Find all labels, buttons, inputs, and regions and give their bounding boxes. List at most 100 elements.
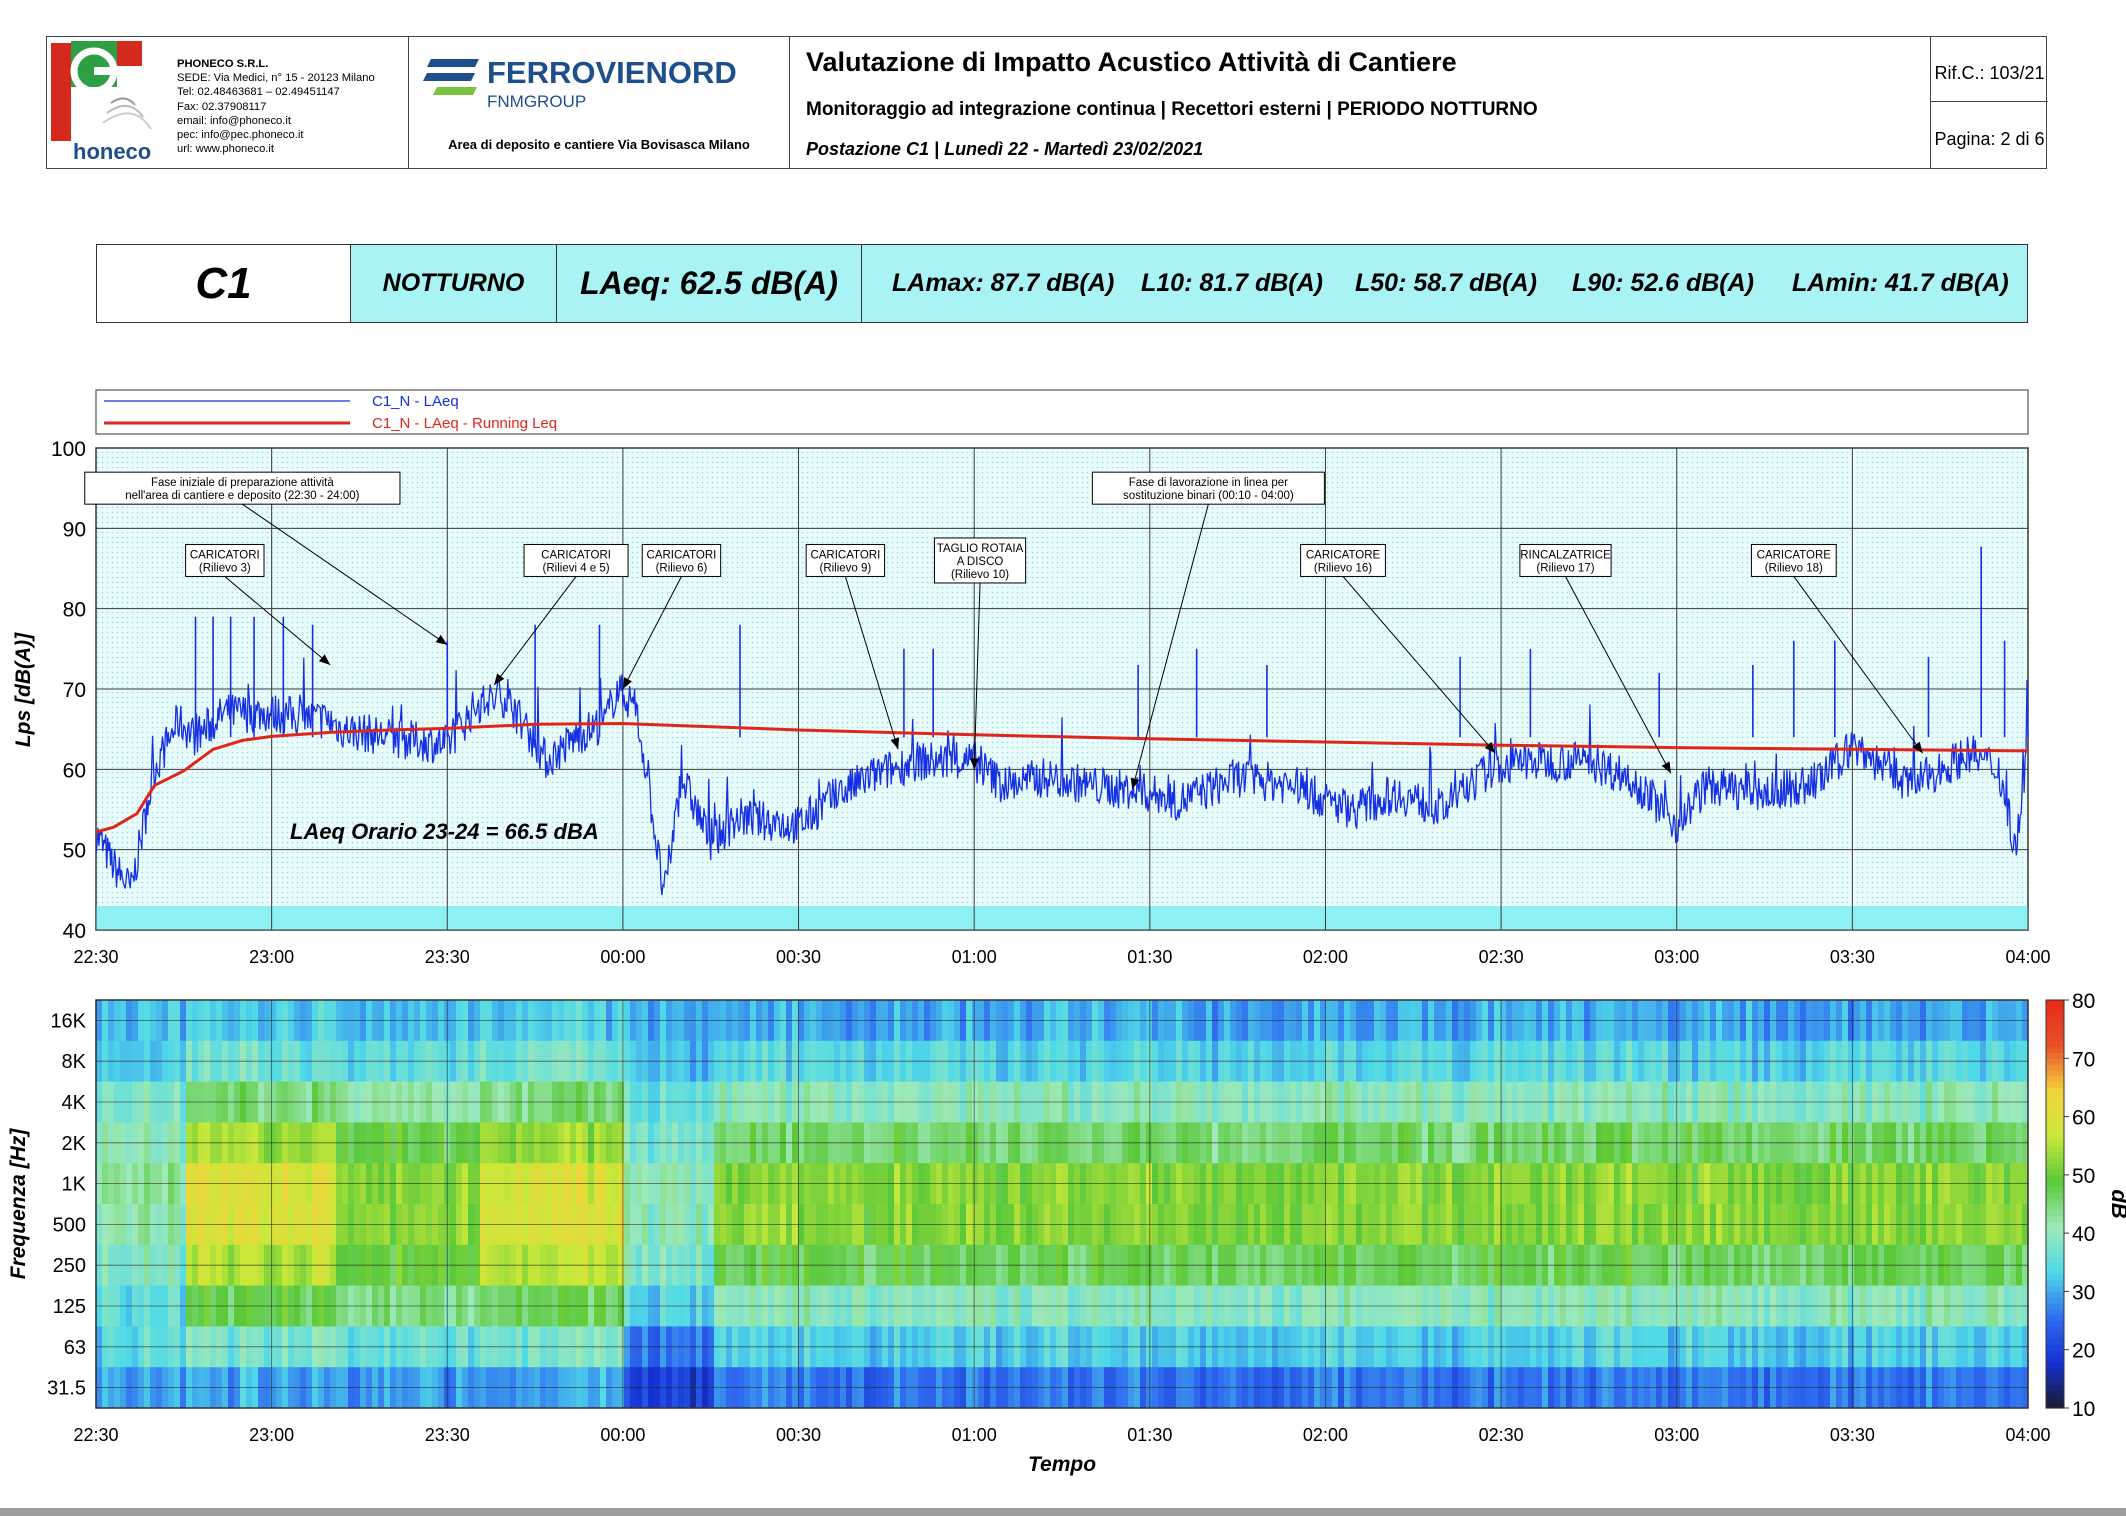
y-tick-label: 80 bbox=[63, 599, 86, 622]
colorbar-segment bbox=[2046, 1373, 2064, 1380]
colorbar-segment bbox=[2046, 1064, 2064, 1071]
summary-lamin: LAmin: 41.7 dB(A) bbox=[1792, 269, 2009, 297]
colorbar-segment bbox=[2046, 1000, 2064, 1007]
colorbar-segment bbox=[2046, 1402, 2064, 1409]
colorbar-segment bbox=[2046, 1017, 2064, 1024]
colorbar-segment bbox=[2046, 1273, 2064, 1281]
colorbar-segment bbox=[2046, 1320, 2064, 1327]
annotation-text: CARICATORI bbox=[810, 549, 880, 561]
frequency-tick-label: 16K bbox=[50, 1010, 86, 1032]
colorbar-segment bbox=[2046, 1029, 2064, 1036]
report-title: Valutazione di Impatto Acustico Attività… bbox=[806, 47, 1457, 77]
ref-divider bbox=[1931, 101, 2048, 102]
y-tick-labels: 40 50 60 70 80 90 100 bbox=[51, 438, 86, 943]
annotation-arrowhead bbox=[970, 758, 980, 770]
colorbar-segment bbox=[2046, 1291, 2064, 1298]
laeq-trace bbox=[95, 657, 2029, 896]
colorbar-segment bbox=[2046, 1128, 2064, 1135]
colorbar-segment bbox=[2046, 1139, 2064, 1147]
x-tick-label: 00:30 bbox=[776, 947, 821, 967]
colorbar-segment bbox=[2046, 1361, 2064, 1368]
spectrogram-chart: 16K 8K 4K 2K 1K 500 250 125 63 31.5 22:30 23:00 23:… bbox=[7, 990, 2126, 1476]
annotation-box bbox=[641, 543, 722, 577]
annotation-arrowhead bbox=[494, 673, 505, 685]
lower-band bbox=[96, 906, 2028, 930]
laeq-line-chart: 40 50 60 70 80 90 100 22:30 23:00 23:30 00:00 00:3… bbox=[12, 438, 2051, 967]
annotation-box bbox=[185, 543, 265, 577]
frequency-axis-label: Frequenza [Hz] bbox=[7, 1128, 30, 1280]
annotation-leader bbox=[844, 576, 899, 750]
chart-legend: C1_N - LAeq C1_N - LAeq - Running Leq bbox=[95, 389, 2029, 435]
annotation-text: CARICATORI bbox=[190, 549, 260, 561]
company-fax: Fax: 02.37908117 bbox=[177, 100, 267, 113]
colorbar-segment bbox=[2046, 1308, 2064, 1316]
series-laeq bbox=[95, 657, 2029, 896]
colorbar-tick-label: 20 bbox=[2072, 1340, 2095, 1363]
colorbar-segment bbox=[2046, 1174, 2064, 1182]
colorbar-segment bbox=[2046, 1011, 2064, 1019]
summary-table: C1 NOTTURNO LAeq: 62.5 dB(A) LAmax: 87.7… bbox=[96, 244, 2028, 323]
colorbar-segment bbox=[2046, 1075, 2064, 1083]
x-tick-label: 23:30 bbox=[425, 947, 470, 967]
colorbar-segment bbox=[2046, 1250, 2064, 1258]
client-cell: FERROVIENORD FNMGROUP Area di deposito e… bbox=[409, 37, 790, 168]
reference-number: Rif.C.: 103/21 bbox=[1934, 63, 2045, 83]
colorbar-segment bbox=[2046, 1332, 2064, 1339]
time-tick-label: 01:00 bbox=[952, 1425, 997, 1445]
colorbar-segment bbox=[2046, 1093, 2064, 1100]
frequency-tick-label: 31.5 bbox=[47, 1378, 86, 1400]
annotation: CARICATORI(Rilievo 3) bbox=[185, 543, 331, 666]
annotation-leader bbox=[973, 582, 981, 770]
colorbar-segment bbox=[2046, 1279, 2064, 1287]
annotation: CARICATORE(Rilievo 18) bbox=[1750, 543, 1924, 754]
colorbar-segment bbox=[2046, 1034, 2064, 1042]
summary-lamax: LAmax: 87.7 dB(A) bbox=[892, 269, 1115, 297]
summary-l50: L50: 58.7 dB(A) bbox=[1355, 269, 1537, 297]
time-tick-label: 02:30 bbox=[1479, 1425, 1524, 1445]
spectrogram-grid bbox=[95, 1000, 2029, 1408]
frequency-tick-label: 2K bbox=[62, 1133, 87, 1155]
colorbar-segment bbox=[2046, 1338, 2064, 1345]
colorbar-segment bbox=[2046, 1151, 2064, 1158]
annotation: Fase iniziale di preparazione attivitàne… bbox=[84, 471, 448, 646]
annotation-leader bbox=[493, 576, 577, 686]
colorbar-segment bbox=[2046, 1256, 2064, 1263]
time-tick-label: 03:00 bbox=[1654, 1425, 1699, 1445]
colorbar-segment bbox=[2046, 1116, 2064, 1123]
annotation: Fase di lavorazione in linea persostituz… bbox=[1091, 471, 1325, 790]
ferrovienord-logo: FERROVIENORD FNMGROUP bbox=[423, 55, 737, 111]
annotation-arrowhead bbox=[1130, 777, 1140, 790]
colorbar-segment bbox=[2046, 1244, 2064, 1252]
annotation-arrowhead bbox=[622, 677, 632, 689]
annotation-leader bbox=[1793, 576, 1924, 754]
colorbar-segment bbox=[2046, 1186, 2064, 1193]
annotation-text: (Rilievi 4 e 5) bbox=[543, 562, 610, 574]
x-tick-label: 01:30 bbox=[1127, 947, 1172, 967]
company-cell: honeco PHONECO S.R.L. SEDE: Via Medici, … bbox=[47, 37, 409, 168]
colorbar-segment bbox=[2046, 1157, 2064, 1164]
frequency-tick-label: 63 bbox=[64, 1337, 86, 1359]
time-tick-label: 00:00 bbox=[600, 1425, 645, 1445]
legend-label-laeq: C1_N - LAeq bbox=[372, 393, 459, 410]
time-tick-label: 00:30 bbox=[776, 1425, 821, 1445]
colorbar-segment bbox=[2046, 1145, 2064, 1153]
annotation-text: CARICATORI bbox=[541, 549, 611, 561]
colorbar-tick-label: 40 bbox=[2072, 1223, 2095, 1246]
annotation-leader bbox=[224, 576, 331, 666]
colorbar-tick-label: 30 bbox=[2072, 1281, 2095, 1304]
colorbar-tick-label: 80 bbox=[2072, 990, 2095, 1013]
colorbar-segment bbox=[2046, 1023, 2064, 1030]
annotation: CARICATORE(Rilievo 16) bbox=[1300, 543, 1496, 754]
annotation-box bbox=[84, 471, 401, 505]
colorbar-segment bbox=[2046, 1367, 2064, 1374]
x-tick-label: 03:30 bbox=[1830, 947, 1875, 967]
title-cell: Valutazione di Impatto Acustico Attività… bbox=[790, 37, 1931, 168]
colorbar-tick-label: 10 bbox=[2072, 1398, 2095, 1421]
colorbar-segment bbox=[2046, 1343, 2064, 1351]
colorbar-segment bbox=[2046, 1227, 2064, 1234]
colorbar-segment bbox=[2046, 1005, 2064, 1013]
page-bottom-rule bbox=[0, 1508, 2126, 1516]
annotation-box bbox=[523, 543, 629, 577]
site-area: Area di deposito e cantiere Via Bovisasc… bbox=[448, 137, 750, 152]
x-tick-label: 03:00 bbox=[1654, 947, 1699, 967]
